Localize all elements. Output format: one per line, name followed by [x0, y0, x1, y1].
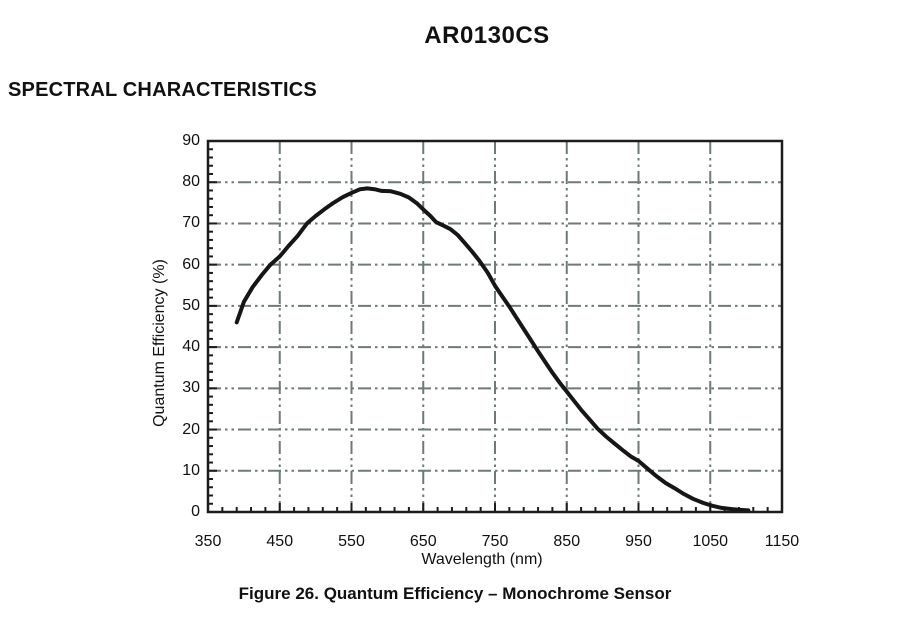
y-tick-label: 60 — [182, 255, 200, 273]
section-heading: SPECTRAL CHARACTERISTICS — [8, 79, 317, 101]
y-tick-label: 50 — [182, 296, 200, 314]
y-tick-label: 80 — [182, 173, 200, 191]
x-tick-label: 1050 — [692, 533, 729, 550]
qe-curve — [234, 186, 751, 513]
x-tick-label: 750 — [481, 533, 509, 550]
y-tick-label: 10 — [182, 461, 200, 479]
y-tick-label: 40 — [182, 338, 200, 356]
y-tick-label: 30 — [182, 379, 200, 397]
y-tick-label: 90 — [182, 132, 200, 149]
x-tick-label: 550 — [338, 533, 365, 550]
x-tick-label: 850 — [553, 533, 581, 550]
figure-caption: Figure 26. Quantum Efficiency – Monochro… — [238, 584, 672, 603]
plot-border — [206, 139, 784, 514]
x-tick-label: 450 — [266, 533, 294, 550]
x-tick-label: 1150 — [764, 533, 800, 550]
y-tick-label: 70 — [182, 214, 200, 232]
x-tick-label: 650 — [409, 533, 437, 550]
x-tick-label: 350 — [194, 533, 222, 550]
page-title: AR0130CS — [424, 22, 550, 49]
x-axis-label: Wavelength (nm) — [421, 551, 543, 568]
x-tick-label: 950 — [625, 533, 652, 550]
y-tick-label: 20 — [182, 420, 200, 438]
y-tick-label: 0 — [191, 503, 200, 520]
